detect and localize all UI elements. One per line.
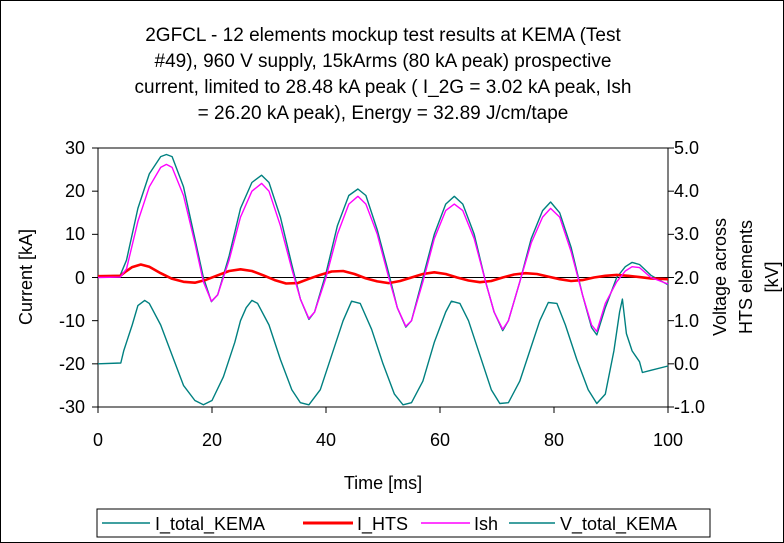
x-tick-label: 20 [202,430,222,450]
axes-ticks [92,147,674,413]
series-line-i-total-kema [97,153,669,336]
y2-label-line-3: [kV] [762,261,782,292]
y-tick-label: -10 [59,311,85,331]
y2-tick-label: 5.0 [674,138,699,158]
series-line-ish [97,163,669,333]
y-tick-label: 30 [65,138,85,158]
y2-tick-label: 4.0 [674,181,699,201]
x-tick-label: 80 [544,430,564,450]
legend-label: Ish [474,514,498,534]
y2-label-line-2: HTS elements [736,220,756,334]
legend-label: I_HTS [357,514,408,535]
y-tick-label: -30 [59,397,85,417]
y2-tick-label: 2.0 [674,268,699,288]
legend-item-i-total-kema: I_total_KEMA [102,514,265,535]
series-layer [97,153,669,406]
x-tick-labels: 0 20 40 60 80 100 [93,430,683,450]
x-axis-label: Time [ms] [344,473,422,493]
legend: I_total_KEMA I_HTS Ish V_total_KEMA [96,508,711,538]
y2-axis-label: Voltage across HTS elements [kV] [710,218,782,336]
y2-tick-label: 1.0 [674,311,699,331]
x-tick-label: 40 [316,430,336,450]
title-line-3: current, limited to 28.48 kA peak ( I_2G… [135,77,632,98]
y-tick-label: 10 [65,224,85,244]
legend-label: V_total_KEMA [560,514,677,535]
title-line-2: #49), 960 V supply, 15kArms (80 kA peak)… [155,51,612,72]
x-tick-label: 100 [653,430,683,450]
y2-tick-label: 0.0 [674,354,699,374]
x-tick-label: 60 [430,430,450,450]
y2-tick-label: 3.0 [674,224,699,244]
x-tick-label: 0 [93,430,103,450]
y-tick-label: -20 [59,354,85,374]
y2-tick-label: -1.0 [674,397,705,417]
legend-label: I_total_KEMA [155,514,265,535]
y2-tick-labels: 5.0 4.0 3.0 2.0 1.0 0.0 -1.0 [674,138,705,417]
title-line-4: = 26.20 kA peak), Energy = 32.89 J/cm/ta… [198,103,569,124]
legend-item-v-total-kema: V_total_KEMA [509,514,677,535]
legend-item-ish: Ish [421,514,498,534]
series-line-i-hts [97,263,669,285]
legend-item-i-hts: I_HTS [303,514,408,535]
y-axis-label: Current [kA] [16,229,36,325]
legend-box [96,508,711,538]
y-tick-label: 0 [75,268,85,288]
y-tick-label: 20 [65,181,85,201]
series-line-v-total-kema [97,298,669,406]
y-tick-labels: 30 20 10 0 -10 -20 -30 [59,138,85,417]
y2-label-line-1: Voltage across [710,218,730,336]
title-line-1: 2GFCL - 12 elements mockup test results … [145,25,621,46]
chart-title: 2GFCL - 12 elements mockup test results … [135,25,632,124]
